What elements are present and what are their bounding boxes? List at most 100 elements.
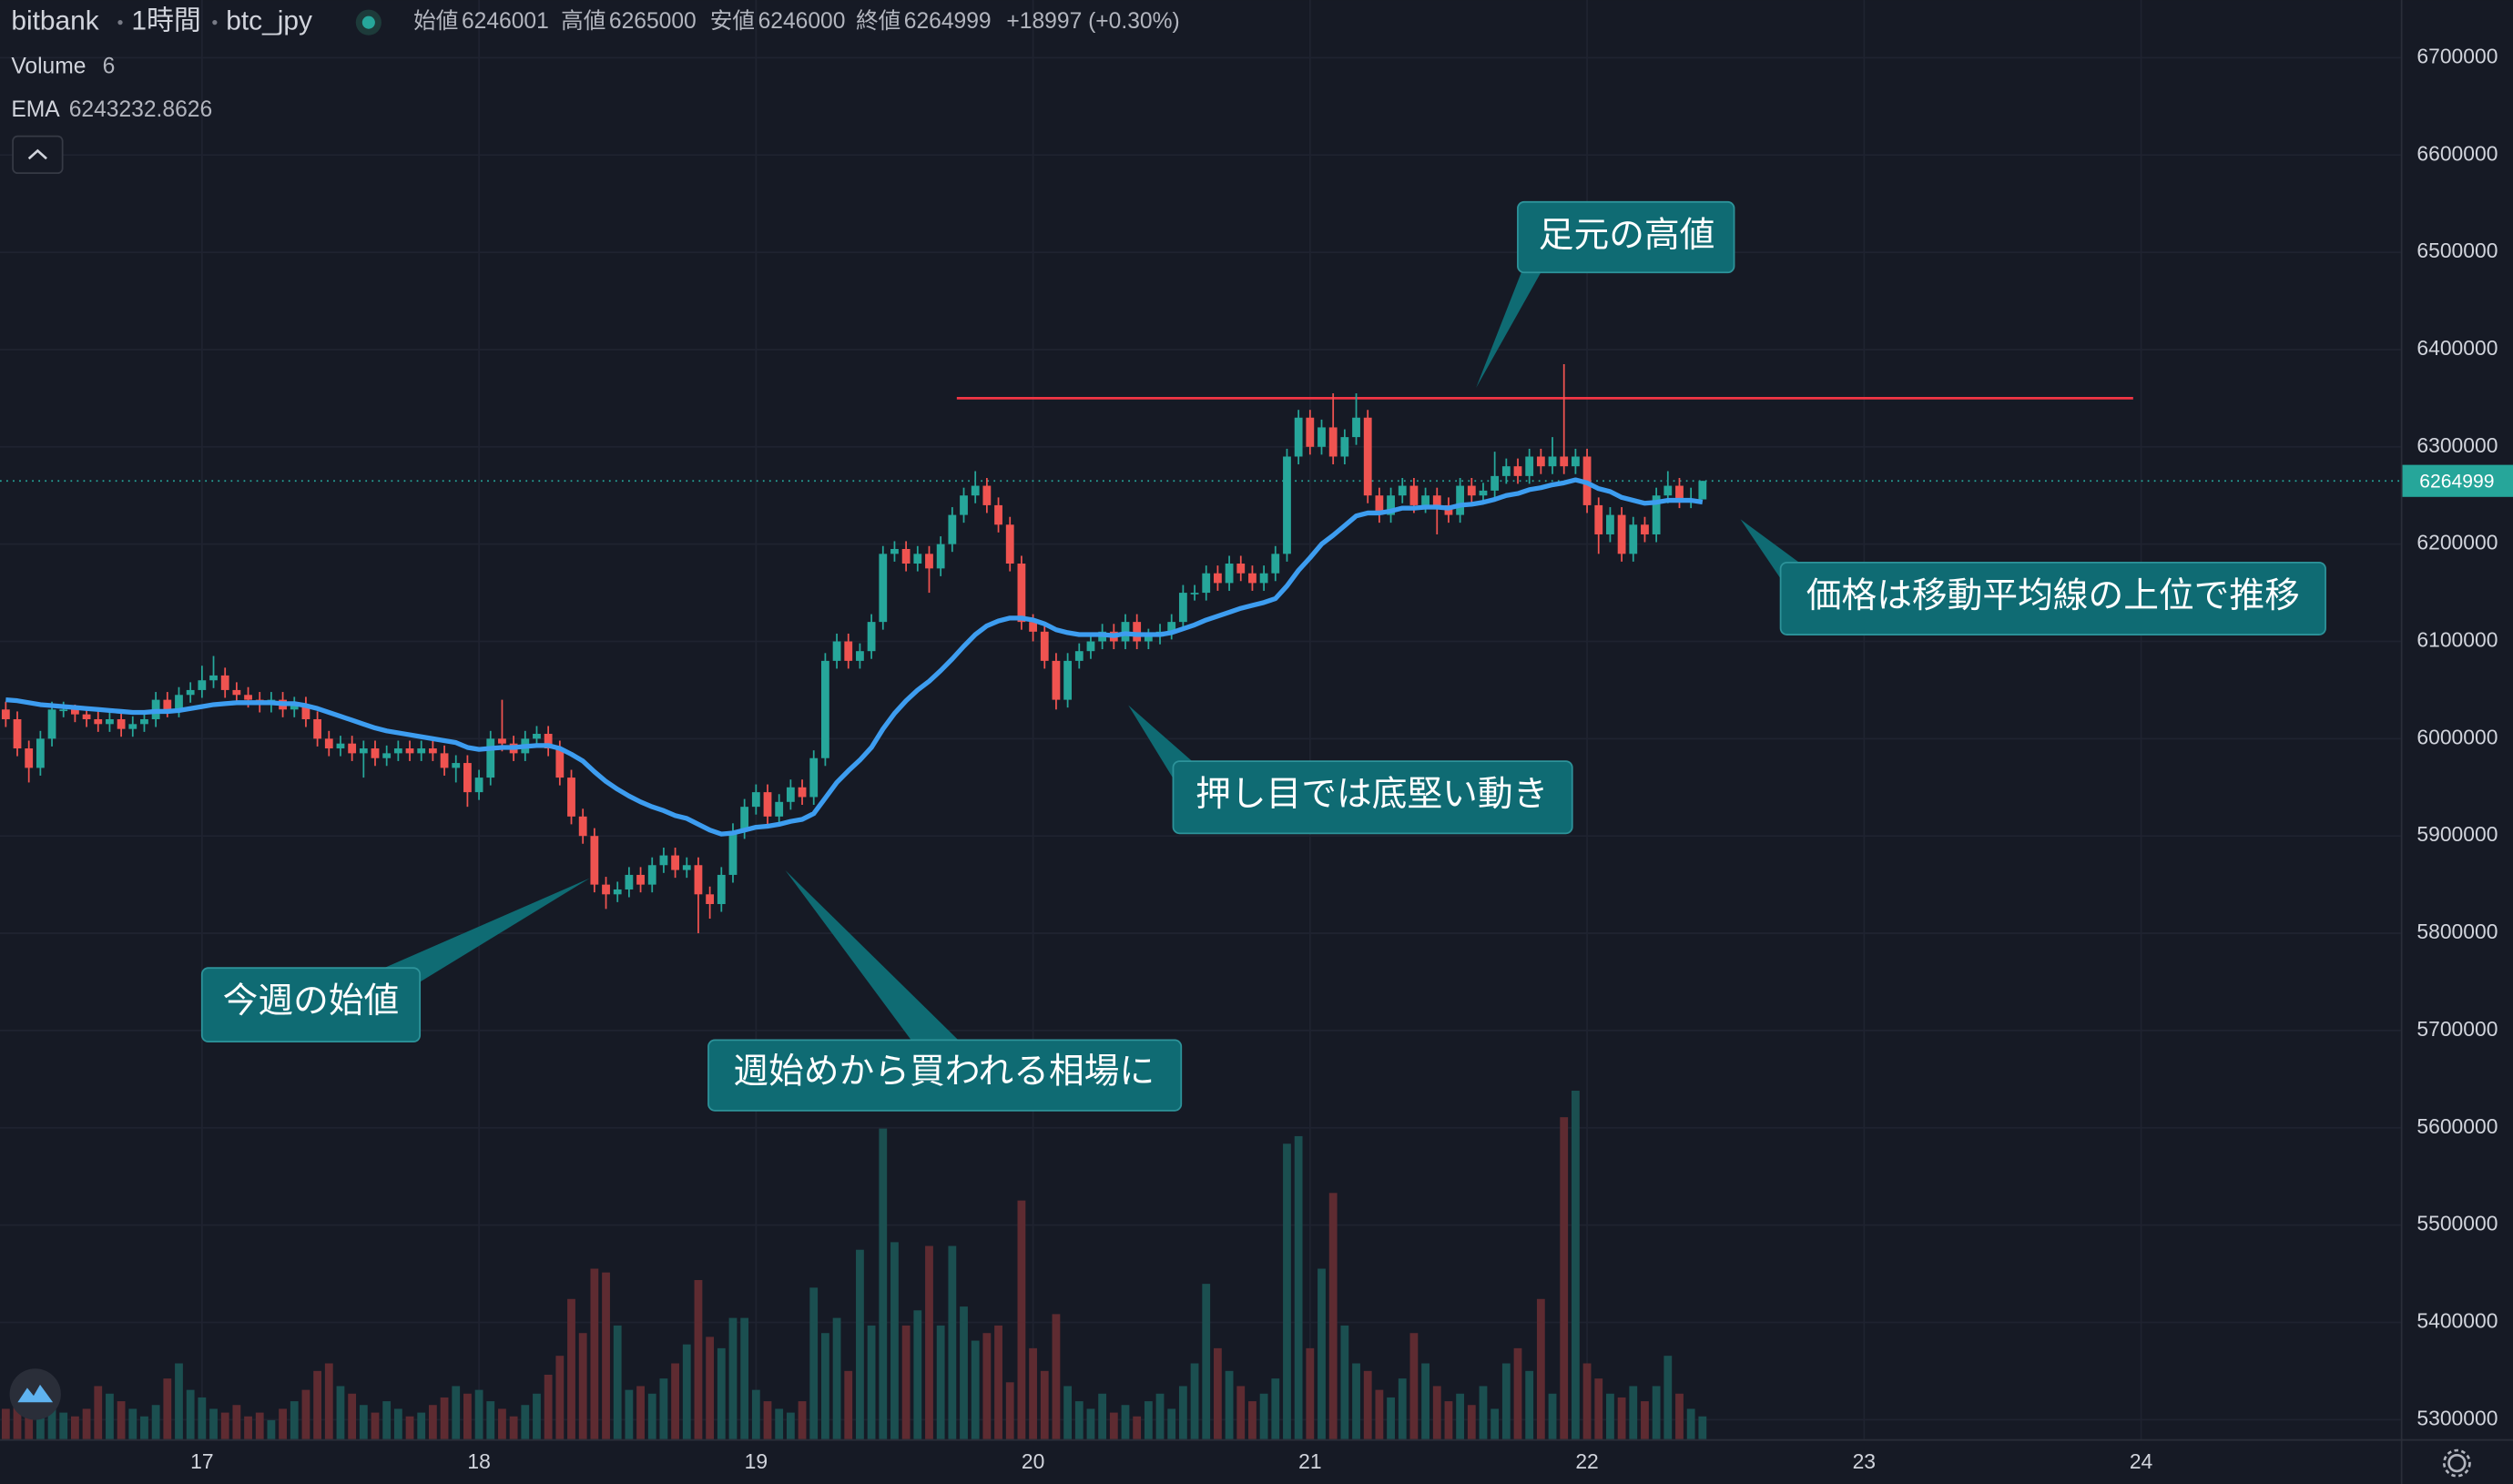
- header: bitbank 1時間 btc_jpy 始値 6246001 高値 626500…: [11, 6, 1180, 175]
- volume-bar: [1063, 1386, 1073, 1439]
- last-price-label: 6264999: [2419, 472, 2494, 493]
- volume-bar: [960, 1306, 968, 1439]
- candle-body: [209, 675, 218, 681]
- volume-bar: [1594, 1378, 1603, 1439]
- candle-body: [1202, 573, 1211, 594]
- candle-body: [452, 763, 461, 768]
- candle-body: [348, 743, 357, 754]
- volume-bar: [1629, 1386, 1638, 1439]
- volume-bar: [1306, 1347, 1315, 1439]
- open-label: 始値: [413, 8, 458, 34]
- candle-body: [94, 718, 103, 725]
- grid: [0, 0, 2401, 1439]
- volume-bar: [498, 1408, 506, 1439]
- volume-bar: [544, 1374, 553, 1439]
- candle-body: [106, 718, 114, 725]
- volume-bar: [1271, 1378, 1280, 1439]
- candle-body: [578, 816, 587, 837]
- volume-bar: [128, 1408, 137, 1439]
- candle-body: [682, 865, 691, 870]
- candle-body: [428, 748, 437, 754]
- candle-body: [117, 718, 126, 729]
- y-tick-label: 6100000: [2416, 628, 2498, 652]
- volume-bar: [775, 1408, 784, 1439]
- volume-bar: [209, 1408, 218, 1439]
- volume-bar: [1686, 1408, 1695, 1439]
- candle-body: [1352, 417, 1360, 438]
- candle-body: [982, 485, 992, 505]
- volume-bar: [948, 1245, 957, 1439]
- volume-bar: [1409, 1333, 1419, 1439]
- volume-bar: [255, 1412, 264, 1439]
- volume-bar: [578, 1333, 587, 1439]
- candle-body: [1629, 524, 1638, 554]
- volume-bar: [1074, 1401, 1084, 1439]
- candle-body: [879, 554, 888, 623]
- candle-body: [1375, 495, 1384, 515]
- volume-bar: [1652, 1386, 1661, 1439]
- callout-text: 今週の始値: [223, 981, 400, 1021]
- volume-bar: [1086, 1408, 1095, 1439]
- volume-label: Volume: [11, 54, 86, 78]
- candle-body: [70, 709, 79, 715]
- candle-body: [798, 787, 807, 798]
- callout-text: 週始めから買われる相場に: [733, 1052, 1155, 1092]
- candle-body: [1063, 660, 1073, 700]
- candle-body: [498, 738, 506, 744]
- volume-bar: [1155, 1393, 1165, 1439]
- volume-bar: [671, 1363, 679, 1439]
- volume-bar: [1052, 1314, 1061, 1439]
- volume-bar: [94, 1386, 103, 1439]
- candle-body: [1236, 564, 1246, 574]
- y-tick-label: 5700000: [2416, 1017, 2498, 1041]
- candle-body: [775, 801, 784, 817]
- candle-body: [890, 548, 899, 554]
- volume-bar: [1663, 1356, 1673, 1439]
- high-value: 6265000: [609, 9, 697, 34]
- open-value: 6246001: [462, 9, 549, 34]
- settings-button[interactable]: [2447, 1453, 2467, 1473]
- y-tick-label: 5300000: [2416, 1406, 2498, 1429]
- candle-body: [1548, 456, 1557, 467]
- x-tick-label: 22: [1575, 1449, 1598, 1473]
- volume-bar: [382, 1401, 392, 1439]
- collapse-button[interactable]: [12, 135, 64, 175]
- candle-body: [13, 718, 22, 749]
- x-tick-label: 17: [190, 1449, 213, 1473]
- status-dot: [361, 15, 375, 29]
- callout-pointer: [785, 869, 962, 1043]
- candle-body: [474, 778, 483, 793]
- volume-bar: [1571, 1091, 1580, 1439]
- candle-body: [1259, 573, 1268, 584]
- candle-body: [1133, 622, 1142, 642]
- y-tick-label: 6500000: [2416, 239, 2498, 262]
- candle-body: [925, 554, 933, 569]
- volume-value: 6: [103, 54, 116, 78]
- callout-box: [1517, 200, 1735, 274]
- volume-bar: [1432, 1386, 1441, 1439]
- candle-body: [948, 514, 957, 544]
- volume-bar: [1029, 1347, 1037, 1439]
- candle-body: [1536, 456, 1545, 467]
- y-tick-label: 6700000: [2416, 44, 2498, 67]
- candle-body: [486, 738, 495, 778]
- volume-bar: [1202, 1284, 1211, 1439]
- candle-body: [567, 778, 575, 817]
- candle-body: [198, 680, 207, 690]
- candle-body: [1306, 417, 1315, 447]
- volume-bar: [106, 1393, 114, 1439]
- candle-body: [636, 874, 645, 885]
- volume-bar: [463, 1393, 472, 1439]
- volume-bar: [694, 1279, 703, 1439]
- volume-bar: [1582, 1363, 1592, 1439]
- volume-bar: [751, 1389, 760, 1439]
- volume-bar: [313, 1370, 322, 1439]
- volume-bar: [706, 1337, 715, 1439]
- volume-bar: [809, 1287, 819, 1439]
- candle-body: [820, 660, 829, 758]
- candle-body: [809, 757, 819, 798]
- volume-bar: [717, 1347, 726, 1439]
- candle-body: [59, 709, 68, 712]
- candle-body: [1225, 564, 1234, 584]
- candle-body: [1571, 456, 1580, 467]
